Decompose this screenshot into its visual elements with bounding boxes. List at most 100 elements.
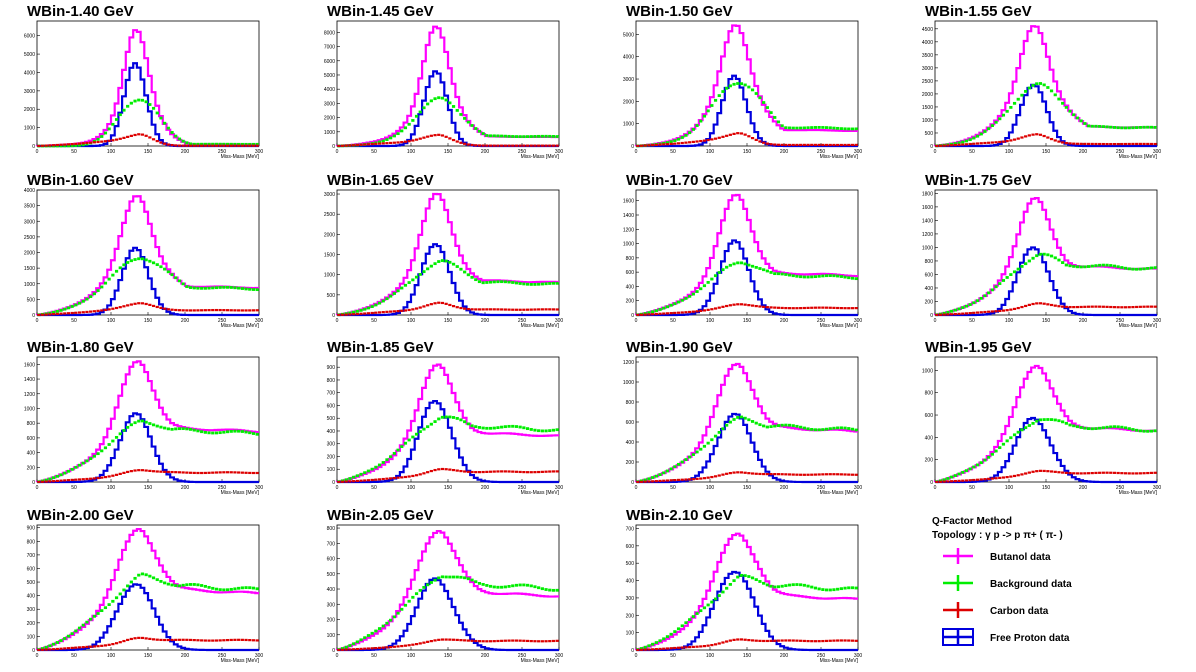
carbon-point (229, 309, 233, 312)
background-point (196, 583, 200, 587)
background-point (1105, 425, 1109, 429)
background-point (255, 587, 259, 591)
carbon-point (418, 306, 422, 309)
carbon-point (651, 480, 655, 483)
background-point (92, 614, 96, 618)
carbon-point (166, 308, 170, 311)
carbon-point (1053, 304, 1057, 307)
carbon-point (92, 477, 96, 480)
free-proton-histogram (337, 577, 559, 652)
x-tick-label: 300 (255, 149, 264, 155)
carbon-point (802, 473, 806, 476)
background-point (507, 280, 511, 284)
carbon-point (836, 143, 840, 147)
carbon-point (695, 310, 699, 313)
y-tick-label: 600 (27, 566, 36, 572)
x-tick-label: 150 (1042, 149, 1051, 155)
free-proton-histogram (337, 243, 559, 317)
carbon-point (485, 144, 489, 147)
free-proton-histogram (935, 83, 1157, 148)
carbon-point (1064, 305, 1068, 309)
background-point (1120, 425, 1124, 429)
carbon-point (396, 645, 400, 648)
y-tick-label: 1000 (324, 273, 335, 279)
carbon-point (817, 306, 821, 309)
carbon-point (470, 470, 474, 474)
background-point (481, 583, 485, 586)
y-tick-label: 1500 (324, 253, 335, 259)
x-tick-label: 50 (371, 318, 377, 324)
background-point (448, 575, 452, 579)
carbon-point (244, 471, 248, 474)
carbon-point (37, 480, 41, 484)
background-point (994, 285, 998, 289)
carbon-point (459, 306, 463, 310)
background-point (680, 298, 684, 302)
carbon-point (769, 639, 773, 642)
carbon-point (444, 638, 448, 641)
background-point (177, 279, 182, 283)
carbon-point (407, 308, 411, 312)
background-point (396, 448, 400, 452)
x-tick-label: 200 (481, 485, 490, 491)
background-point (359, 638, 363, 642)
x-tick-label: 300 (854, 485, 863, 491)
y-tick-label: 0 (631, 648, 634, 654)
carbon-point (728, 471, 732, 475)
background-point (739, 573, 744, 577)
carbon-point (673, 646, 677, 650)
carbon-point (126, 638, 130, 642)
carbon-point (654, 143, 658, 146)
x-tick-label: 100 (1005, 149, 1014, 155)
y-tick-label: 0 (32, 144, 35, 150)
free-proton-histogram (337, 399, 559, 484)
background-point (990, 288, 994, 292)
x-axis-label: Miss-Mass [MeV] (221, 323, 260, 329)
x-axis-label: Miss-Mass [MeV] (221, 490, 260, 496)
carbon-point (355, 479, 359, 483)
background-point (377, 627, 382, 630)
x-tick-label: 250 (518, 485, 527, 491)
background-point (728, 84, 732, 88)
background-point (144, 100, 148, 104)
background-point (170, 427, 174, 431)
background-point (1142, 429, 1146, 433)
carbon-point (159, 638, 163, 642)
background-point (832, 126, 836, 130)
x-tick-label: 0 (336, 318, 339, 324)
y-tick-label: 200 (327, 618, 336, 624)
carbon-points (636, 638, 858, 652)
background-point (214, 431, 219, 435)
background-point (248, 287, 252, 291)
carbon-point (1123, 472, 1128, 475)
carbon-point (159, 141, 163, 144)
x-tick-label: 150 (144, 485, 153, 491)
carbon-point (1094, 471, 1098, 475)
background-point (385, 138, 389, 141)
carbon-point (776, 473, 781, 476)
carbon-point (1038, 469, 1043, 472)
carbon-point (739, 638, 744, 641)
carbon-point (255, 309, 259, 312)
background-point (821, 588, 825, 591)
background-point (1112, 264, 1117, 268)
carbon-point (839, 639, 843, 642)
background-point (92, 292, 96, 296)
carbon-point (843, 639, 847, 642)
background-point (817, 274, 821, 278)
carbon-point (163, 638, 167, 642)
background-point (1083, 265, 1087, 269)
background-point (717, 94, 721, 97)
x-tick-label: 250 (218, 318, 227, 324)
carbon-point (1138, 472, 1142, 475)
background-point (188, 427, 193, 431)
carbon-point (463, 470, 467, 473)
carbon-point (1057, 140, 1061, 143)
background-point (1042, 83, 1046, 87)
carbon-point (555, 308, 559, 311)
carbon-point (207, 639, 211, 642)
background-point (426, 102, 430, 106)
background-point (440, 96, 445, 100)
panel-title: WBin-2.00 GeV (27, 507, 134, 524)
